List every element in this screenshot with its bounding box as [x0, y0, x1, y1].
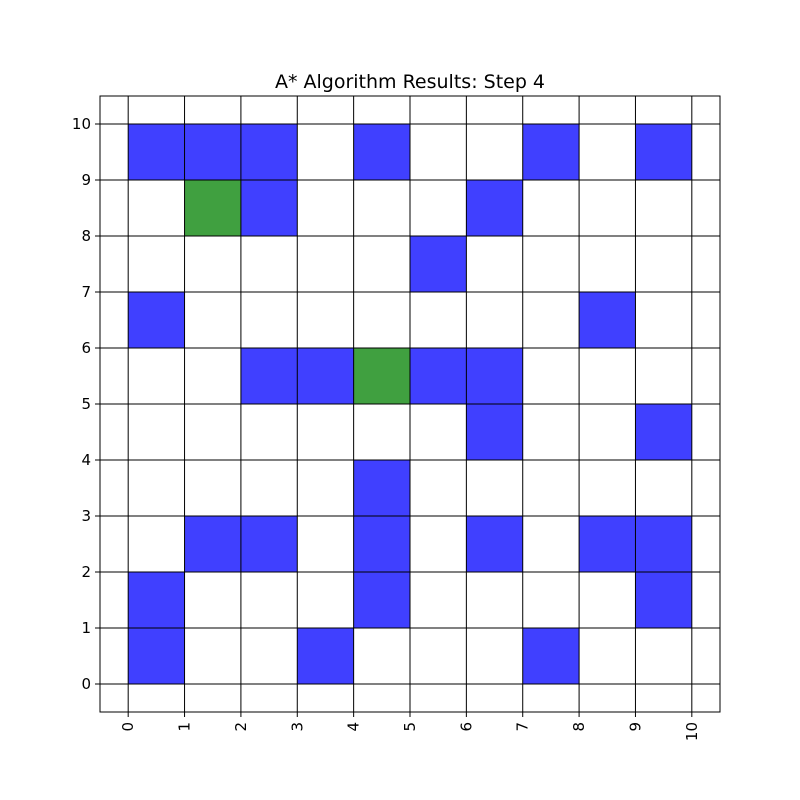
y-tick-label: 0 [81, 675, 91, 693]
obstacle-cell [240, 348, 298, 404]
obstacle-cell [128, 628, 185, 684]
obstacle-cell [410, 236, 467, 292]
x-axis-ticks: 0 1 2 3 4 5 6 7 8 9 10 [119, 712, 701, 741]
obstacle-cell [184, 516, 241, 572]
obstacle-cell [579, 292, 636, 348]
x-tick-label: 8 [570, 722, 588, 732]
y-tick-label: 3 [81, 507, 91, 525]
x-tick-label: 0 [119, 722, 137, 732]
x-tick-label: 10 [683, 722, 701, 741]
obstacle-cell [128, 292, 185, 348]
x-tick-label: 5 [401, 722, 419, 732]
x-tick-label: 4 [345, 722, 363, 732]
obstacle-cell [353, 460, 410, 516]
obstacle-cell [128, 572, 185, 628]
x-tick-label: 7 [514, 722, 532, 732]
x-tick-label: 9 [626, 722, 644, 732]
chart-title: A* Algorithm Results: Step 4 [275, 71, 545, 93]
obstacle-cell [635, 516, 692, 572]
obstacle-cell [466, 404, 523, 460]
obstacle-cell [522, 628, 580, 684]
y-tick-label: 7 [81, 283, 91, 301]
y-tick-label: 4 [81, 451, 91, 469]
obstacle-cell [522, 124, 580, 180]
obstacle-cell [128, 124, 185, 180]
obstacle-cell [466, 348, 523, 404]
y-tick-label: 10 [72, 115, 91, 133]
obstacle-cell [635, 404, 692, 460]
cells-layer [128, 124, 692, 684]
y-tick-label: 6 [81, 339, 91, 357]
obstacle-cell [353, 572, 410, 628]
obstacle-cell [297, 348, 354, 404]
obstacle-cell [297, 628, 354, 684]
x-tick-label: 6 [457, 722, 475, 732]
path-cell [184, 180, 241, 236]
path-cell [353, 348, 410, 404]
y-tick-label: 1 [81, 619, 91, 637]
obstacle-cell [240, 180, 298, 236]
y-axis-ticks: 0 1 2 3 4 5 6 7 8 9 10 [72, 115, 100, 693]
y-tick-label: 5 [81, 395, 91, 413]
obstacle-cell [635, 124, 692, 180]
obstacle-cell [579, 516, 636, 572]
obstacle-cell [240, 516, 298, 572]
obstacle-cell [353, 516, 410, 572]
obstacle-cell [240, 124, 298, 180]
obstacle-cell [466, 180, 523, 236]
x-tick-label: 1 [176, 722, 194, 732]
y-tick-label: 9 [81, 171, 91, 189]
obstacle-cell [184, 124, 241, 180]
x-tick-label: 2 [232, 722, 250, 732]
obstacle-cell [466, 516, 523, 572]
x-tick-label: 3 [288, 722, 306, 732]
obstacle-cell [410, 348, 467, 404]
obstacle-cell [353, 124, 410, 180]
y-tick-label: 2 [81, 563, 91, 581]
obstacle-cell [635, 572, 692, 628]
y-tick-label: 8 [81, 227, 91, 245]
grid-lines [100, 96, 720, 712]
